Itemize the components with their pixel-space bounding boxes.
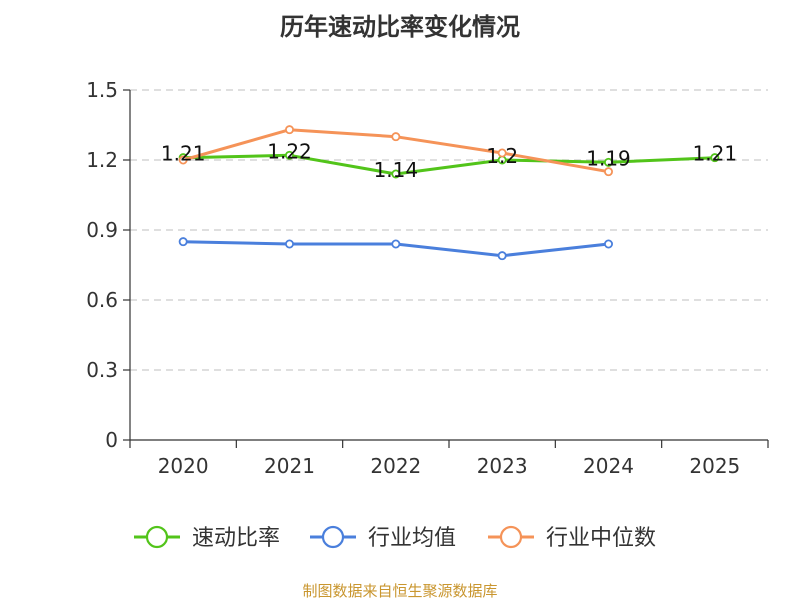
grid — [130, 89, 768, 371]
series-point-2 — [391, 132, 401, 142]
series-line-0 — [181, 153, 717, 176]
series-point-2 — [178, 155, 188, 165]
data-label: 1.21 — [161, 142, 206, 166]
y-tick-label: 0 — [105, 428, 118, 452]
axes: 0 0.3 0.6 0.9 1.2 1.5 2020 2021 2022 2023 2024 2025 — [86, 78, 769, 478]
y-tick-label: 0.3 — [86, 358, 118, 382]
legend-item[interactable]: 行业中位数 — [488, 525, 656, 551]
x-tick-label: 2025 — [689, 454, 740, 478]
legend[interactable]: 速动比率 行业均值 行业中位数 — [134, 525, 656, 551]
data-label: 1.21 — [693, 142, 738, 166]
legend-marker — [145, 525, 169, 549]
series-point-1 — [604, 239, 614, 249]
series-point-0 — [284, 150, 294, 160]
series-point-0 — [710, 153, 720, 163]
x-tick-label: 2020 — [158, 454, 209, 478]
source-note: 制图数据来自恒生聚源数据库 — [302, 582, 497, 600]
series-point-1 — [178, 237, 188, 247]
legend-item[interactable]: 行业均值 — [310, 525, 456, 551]
legend-marker — [321, 525, 345, 549]
chart-title: 历年速动比率变化情况 — [280, 13, 520, 41]
series — [178, 125, 720, 261]
series-point-0 — [604, 157, 614, 167]
x-tick-label: 2024 — [583, 454, 634, 478]
data-label: 1.22 — [267, 139, 312, 163]
data-labels: 1.21 1.22 1.14 1.2 1.19 1.21 — [161, 139, 737, 182]
x-tick-label: 2023 — [477, 454, 528, 478]
y-tick-label: 1.2 — [86, 148, 118, 172]
legend-label: 速动比率 — [192, 526, 280, 551]
series-point-2 — [604, 167, 614, 177]
y-tick-label: 0.6 — [86, 288, 118, 312]
legend-label: 行业均值 — [368, 526, 456, 551]
series-point-1 — [284, 239, 294, 249]
data-label: 1.19 — [586, 146, 631, 170]
series-point-0 — [391, 169, 401, 179]
x-tick-label: 2022 — [370, 454, 421, 478]
series-point-1 — [497, 251, 507, 261]
legend-label: 行业中位数 — [546, 526, 656, 551]
legend-item[interactable]: 速动比率 — [134, 525, 280, 551]
series-point-2 — [284, 125, 294, 135]
series-point-2 — [497, 148, 507, 158]
x-tick-label: 2021 — [264, 454, 315, 478]
data-label: 1.2 — [486, 144, 518, 168]
y-tick-label: 1.5 — [86, 78, 118, 102]
series-point-1 — [391, 239, 401, 249]
data-label: 1.14 — [374, 158, 419, 182]
y-tick-label: 0.9 — [86, 218, 118, 242]
legend-marker — [499, 525, 523, 549]
